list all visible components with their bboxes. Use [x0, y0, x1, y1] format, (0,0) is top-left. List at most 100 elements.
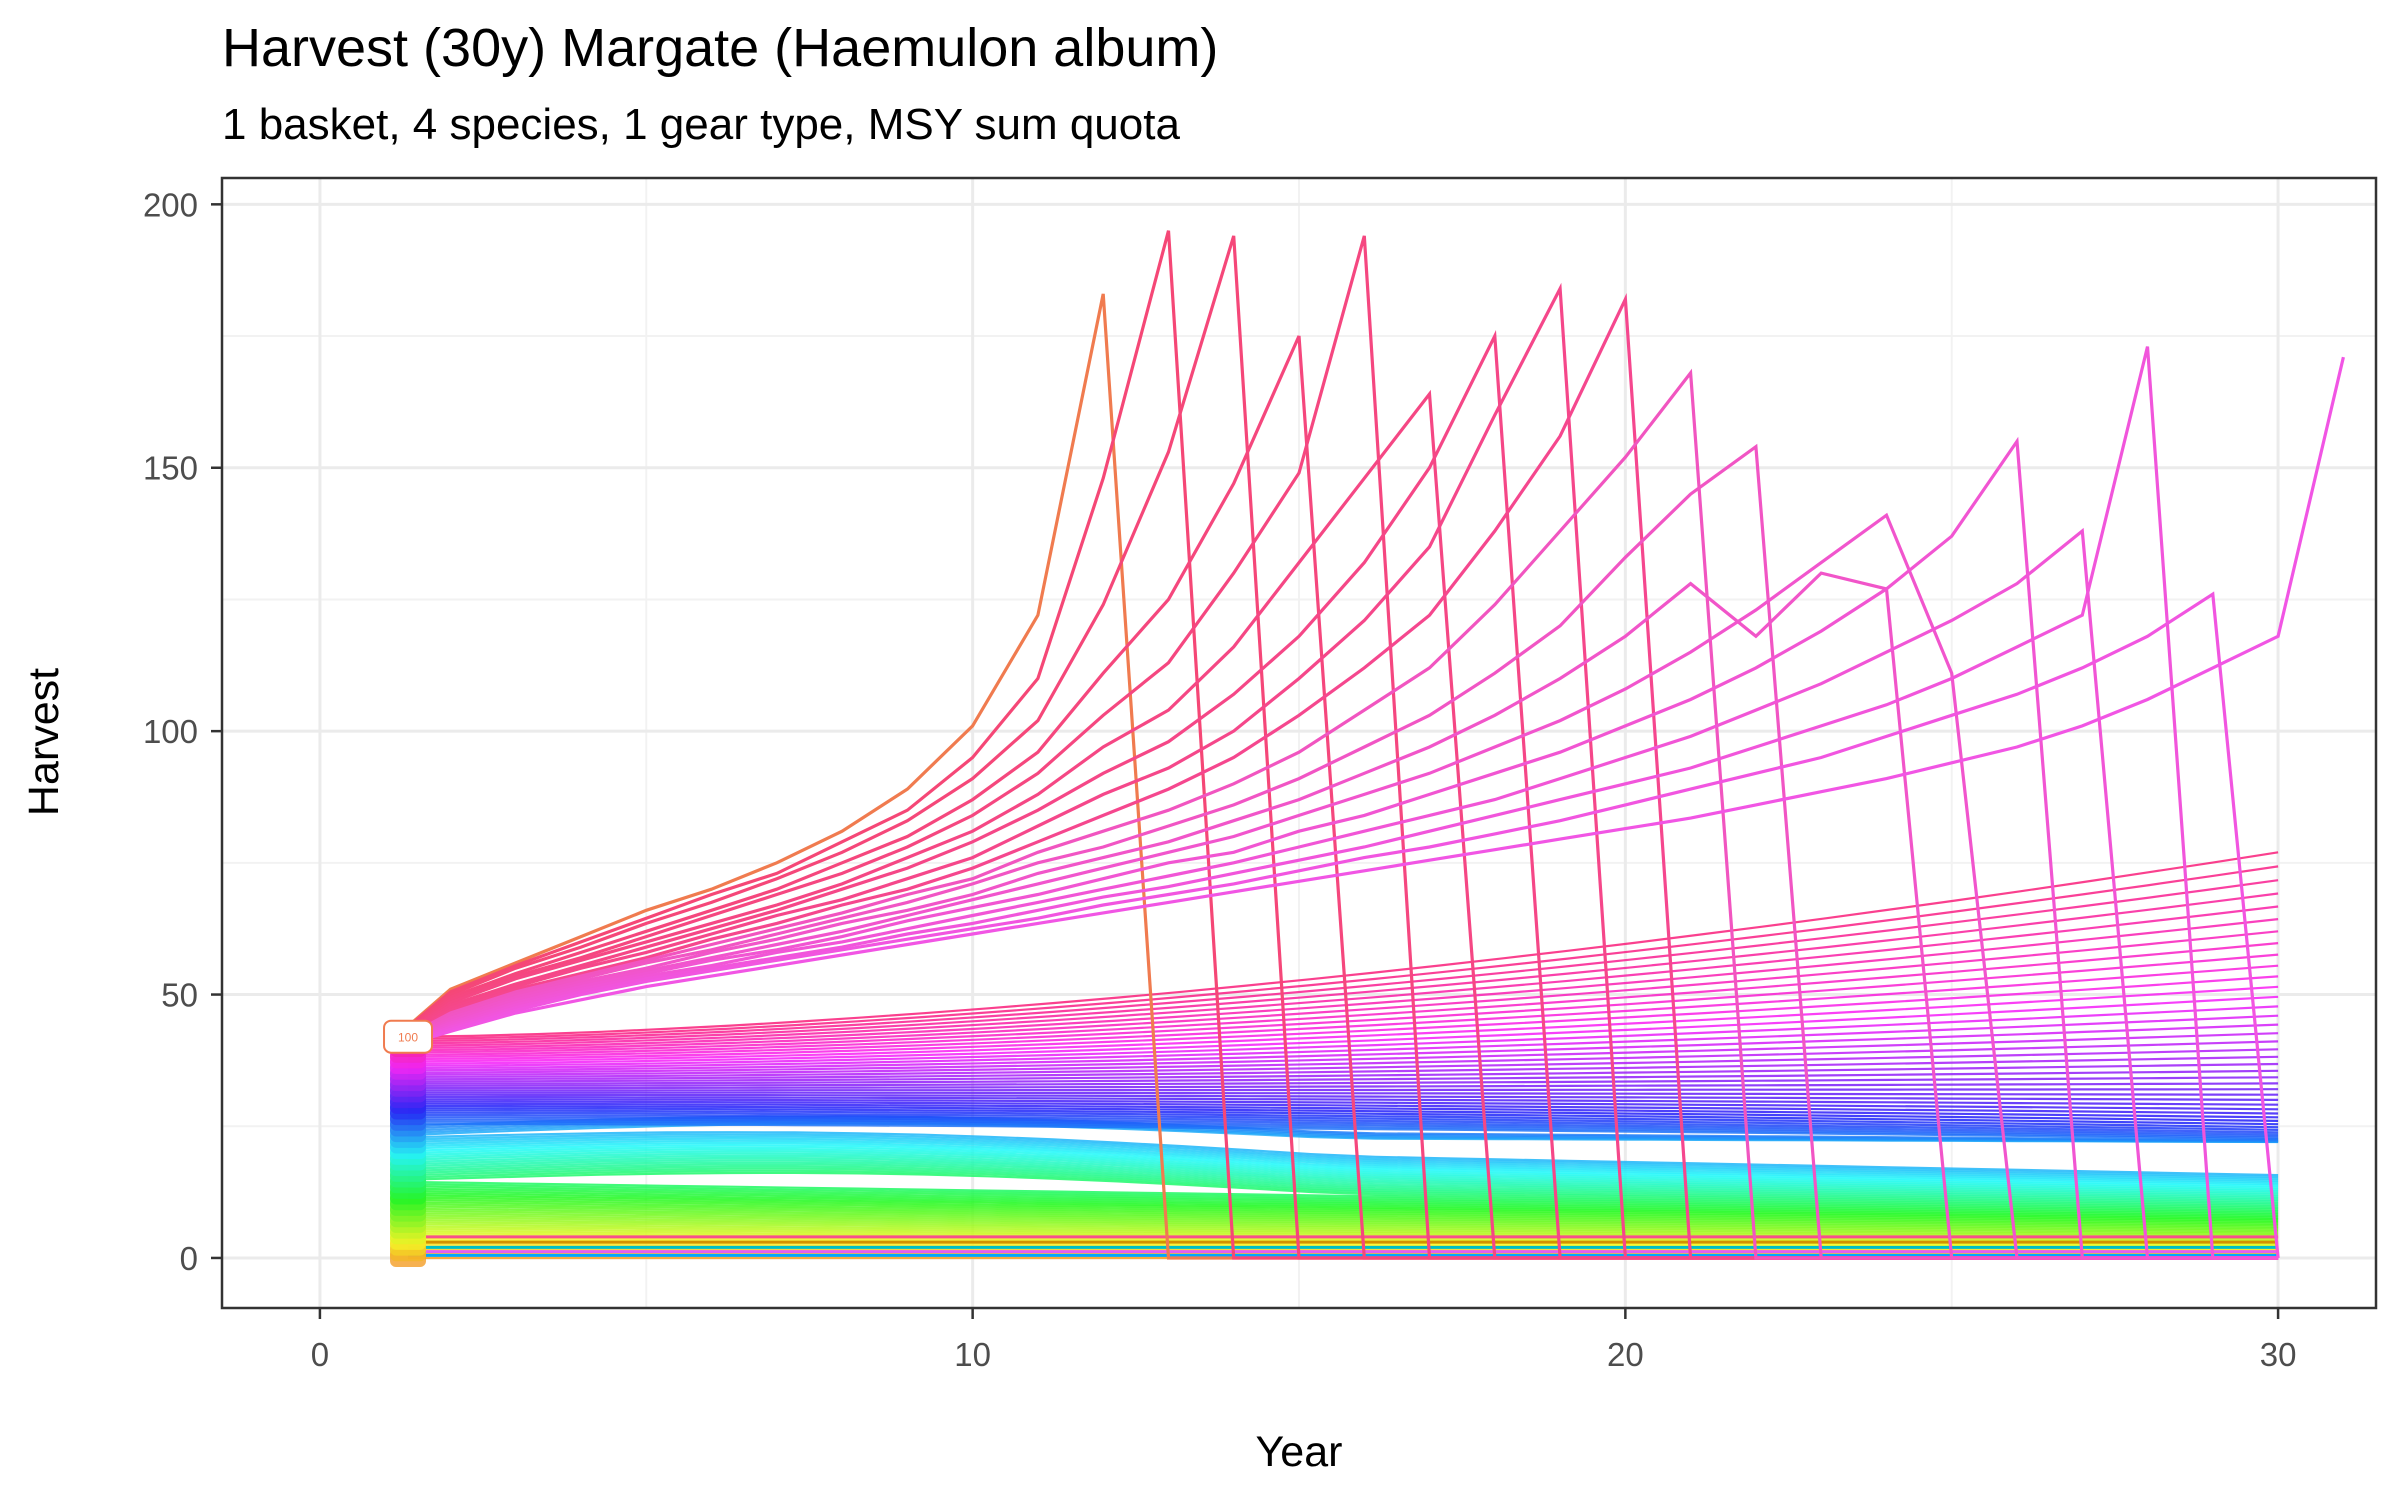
- fan-line: [407, 1152, 2279, 1194]
- fan-line: [407, 1161, 2279, 1201]
- fan-line: [408, 1116, 2279, 1136]
- plot-area: 100 0 10 20 30 0 50 100 150 200: [143, 176, 2378, 1373]
- fan-line: [407, 1187, 2279, 1216]
- fan-line: [407, 1048, 2279, 1079]
- fan-line: [408, 1104, 2279, 1122]
- fan-line: [407, 985, 2279, 1063]
- fan-line: [407, 1171, 2279, 1210]
- fan-line: [407, 1194, 2279, 1221]
- fan-line: [407, 1192, 2279, 1219]
- y-axis-title: Harvest: [20, 668, 68, 816]
- fan-line: [407, 1055, 2279, 1081]
- series-line: [407, 436, 2279, 1260]
- fan-line: [407, 1100, 2279, 1115]
- series-line: [407, 512, 2279, 1260]
- fan-line: [407, 892, 2279, 1045]
- x-tick-label: 20: [1607, 1336, 1644, 1373]
- fan-line: [407, 1005, 2279, 1067]
- fan-line: [407, 1118, 2279, 1138]
- fan-line: [407, 1169, 2279, 1208]
- fan-line: [407, 1165, 2279, 1205]
- x-tick-label: 30: [2260, 1336, 2297, 1373]
- fan-line: [407, 1023, 2279, 1072]
- panel-border: [220, 176, 2378, 1310]
- fan-line: [407, 1014, 2279, 1070]
- fan-line: [407, 1062, 2279, 1083]
- series-line: [407, 591, 2280, 1259]
- fan-line: [407, 1227, 2279, 1243]
- fan-line: [407, 1159, 2279, 1200]
- series-line: [407, 527, 2279, 1260]
- x-tick-label: 0: [311, 1336, 329, 1373]
- fan-line: [408, 1093, 2279, 1102]
- fan-line: [407, 1113, 2279, 1134]
- fan-line: [407, 1218, 2279, 1237]
- fan-line: [407, 930, 2279, 1052]
- fan-line: [407, 1201, 2279, 1225]
- fan-line: [407, 1146, 2279, 1189]
- fan-line: [407, 1137, 2279, 1182]
- fan-line: [407, 1143, 2279, 1187]
- fan-line: [407, 1212, 2279, 1233]
- fan-line: [407, 1185, 2279, 1214]
- fan-line: [407, 1163, 2279, 1203]
- fan-line: [408, 1088, 2279, 1092]
- fan-line: [407, 953, 2279, 1056]
- fan-line: [407, 1141, 2279, 1186]
- x-axis-title: Year: [1256, 1428, 1343, 1476]
- fan-line: [407, 942, 2279, 1054]
- fan-line: [407, 1111, 2279, 1131]
- fan-line: [407, 905, 2279, 1047]
- y-tick-label: 100: [143, 713, 198, 750]
- fan-line: [407, 1189, 2279, 1218]
- fan-line: [407, 1032, 2279, 1074]
- fan-line: [407, 1205, 2279, 1228]
- fan-line: [407, 1109, 2279, 1129]
- fan-line: [407, 1156, 2279, 1198]
- start-label-box: [383, 1019, 434, 1054]
- fan-line: [407, 1196, 2279, 1222]
- y-tick-label: 150: [143, 450, 198, 487]
- x-tick-label: 10: [954, 1336, 991, 1373]
- start-label: 100: [398, 1031, 418, 1045]
- fan-line: [407, 918, 2279, 1049]
- fan-line: [407, 1139, 2279, 1184]
- fan-line: [407, 1135, 2279, 1180]
- fan-line: [407, 1198, 2279, 1224]
- fan-line: [407, 1107, 2279, 1126]
- fan-line: [407, 1131, 2279, 1177]
- fan-line: [408, 1082, 2279, 1090]
- fan-line: [407, 1214, 2279, 1234]
- fan-line: [407, 1221, 2279, 1238]
- series-line: [407, 346, 2279, 1260]
- y-tick-label: 200: [143, 186, 198, 223]
- fan-line: [407, 975, 2279, 1061]
- y-tick-label: 50: [161, 977, 198, 1014]
- fan-line: [407, 1183, 2279, 1213]
- fan-line: [407, 1180, 2279, 1211]
- fan-line: [407, 1209, 2279, 1231]
- fan-line: [408, 1098, 2279, 1111]
- fan-line: [407, 1150, 2279, 1193]
- fan-line: [407, 1216, 2279, 1236]
- fan-line: [408, 1069, 2279, 1085]
- fan-line: [407, 1133, 2279, 1179]
- series-line: [407, 571, 2279, 1260]
- fan-line: [407, 1102, 2279, 1119]
- fan-line: [407, 865, 2279, 1040]
- chart-subtitle: 1 basket, 4 species, 1 gear type, MSY su…: [222, 100, 1180, 149]
- fan-line: [407, 1095, 2279, 1106]
- fan-line: [407, 1203, 2279, 1227]
- fan-line: [407, 1076, 2279, 1088]
- fan-line: [407, 1167, 2279, 1206]
- fan-line: [407, 995, 2279, 1065]
- fan-line: [407, 1148, 2279, 1191]
- fan-line: [407, 964, 2279, 1058]
- fan-line: [407, 879, 2279, 1043]
- chart-title: Harvest (30y) Margate (Haemulon album): [222, 18, 1218, 78]
- fan-line: [407, 1154, 2279, 1196]
- fan-line: [408, 1091, 2279, 1096]
- series-line: [407, 356, 2345, 1046]
